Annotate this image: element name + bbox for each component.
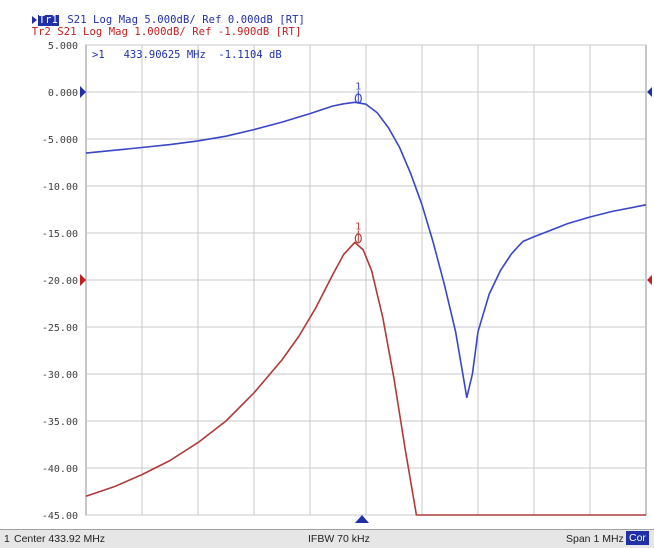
marker-1-symbol[interactable] [354, 93, 362, 104]
y-tick-label: -40.00 [42, 464, 78, 475]
marker-2-label: 1 [355, 221, 361, 232]
y-tick-label: -45.00 [42, 511, 78, 522]
y-tick-label: -10.00 [42, 182, 78, 193]
y-tick-label: -5.000 [42, 135, 78, 146]
ifbw-value[interactable]: IFBW 70 kHz [308, 533, 370, 545]
plot-background [0, 0, 654, 529]
reference-markers [80, 86, 652, 286]
ref-level-marker-left[interactable] [80, 274, 86, 286]
trace-1-line [85, 101, 647, 399]
active-trace-arrow-icon [31, 16, 37, 24]
trace-lines [85, 101, 647, 516]
trace-1-header[interactable]: Tr1 S21 Log Mag 5.000dB/ Ref 0.000dB [RT… [6, 2, 305, 38]
channel-number[interactable]: 1 [4, 533, 10, 545]
trace-2-id: Tr2 [31, 26, 51, 38]
ref-level-marker-left[interactable] [80, 86, 86, 98]
grid-lines [85, 44, 647, 516]
ref-level-marker-right[interactable] [647, 87, 652, 97]
trace-1-label: S21 Log Mag 5.000dB/ Ref 0.000dB [RT] [67, 14, 305, 26]
trace-2-line [85, 241, 646, 516]
status-bar: 1 Center 433.92 MHz IFBW 70 kHz Span 1 M… [0, 529, 654, 548]
y-tick-label: 5.000 [48, 41, 78, 52]
y-tick-labels: 5.000 0.000 -5.000 -10.00 -15.00 -20.00 -25.00… [42, 41, 78, 522]
marker-readout: >1 433.90625 MHz -1.1104 dB [92, 49, 282, 61]
y-tick-label: -35.00 [42, 417, 78, 428]
y-tick-label: -15.00 [42, 229, 78, 240]
trace-1-id: Tr1 [37, 14, 59, 26]
center-frequency-marker [355, 515, 369, 523]
markers: 11 [354, 81, 362, 244]
correction-badge[interactable]: Cor [626, 531, 649, 545]
center-frequency[interactable]: Center 433.92 MHz [14, 533, 106, 545]
marker-1-label: 1 [355, 81, 361, 92]
y-tick-label: 0.000 [48, 88, 78, 99]
span-value[interactable]: Span 1 MHz [566, 533, 624, 545]
plot-area[interactable]: 5.000 0.000 -5.000 -10.00 -15.00 -20.00 -25.00… [0, 0, 654, 529]
y-tick-label: -30.00 [42, 370, 78, 381]
trace-2-header[interactable]: Tr2 S21 Log Mag 1.000dB/ Ref -1.900dB [R… [6, 14, 302, 50]
y-tick-label: -25.00 [42, 323, 78, 334]
y-tick-label: -20.00 [42, 276, 78, 287]
trace-2-label: S21 Log Mag 1.000dB/ Ref -1.900dB [RT] [57, 26, 302, 38]
ref-level-marker-right[interactable] [647, 275, 652, 285]
marker-2-symbol[interactable] [354, 233, 362, 244]
